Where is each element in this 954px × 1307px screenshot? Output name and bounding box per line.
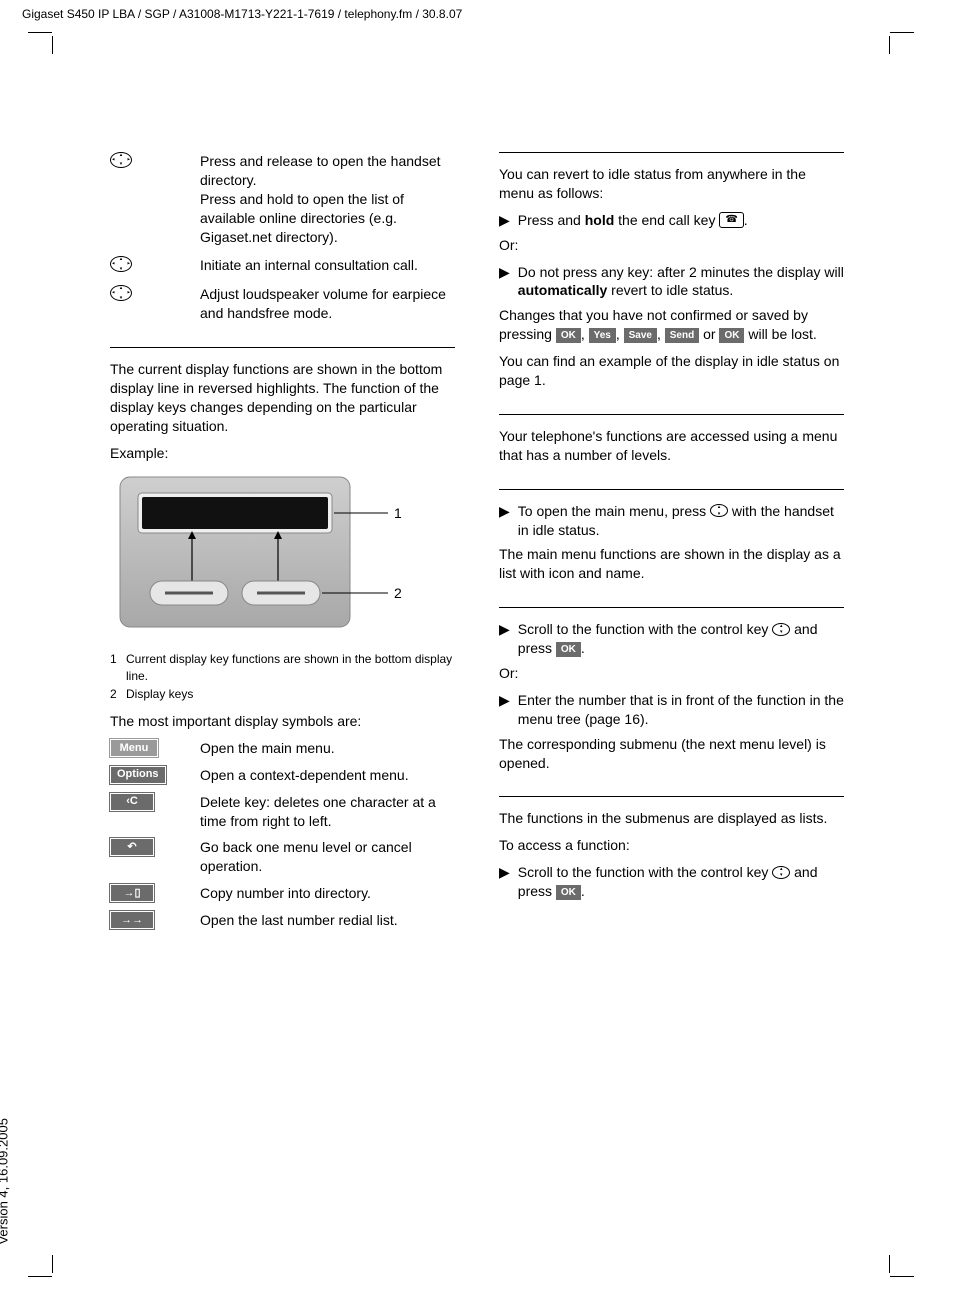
control-key-desc: Initiate an internal consultation call. [200,256,418,275]
ok-key-icon: OK [556,328,581,343]
bullet-item: ▶ Enter the number that is in front of t… [499,691,844,729]
diagram-caption-2: 2 Display keys [110,686,455,702]
bullet-icon: ▶ [499,263,510,301]
section-rule [110,347,455,348]
symbol-row: Menu Open the main menu. [110,739,455,758]
section-rule [499,152,844,153]
send-key-icon: Send [665,328,699,343]
control-key-icon: ▴▾ [772,866,790,879]
menu-key-icon: Menu [110,739,158,757]
crop-mark [890,32,914,33]
crop-mark [890,1276,914,1277]
bullet-icon: ▶ [499,211,510,230]
control-key-row: ▴▾◂▸ Press and release to open the hands… [110,152,455,246]
delete-key-icon: ‹C [110,793,154,811]
control-key-icon: ▴▾ [710,504,728,517]
bullet-text: Press and hold the end call key ☎. [518,211,748,230]
menu-access-intro: Your telephone's functions are accessed … [499,427,844,465]
bullet-item: ▶ Scroll to the function with the contro… [499,620,844,658]
end-call-key-icon: ☎ [719,212,743,228]
find-example-text: You can find an example of the display i… [499,352,844,390]
display-keys-intro: The current display functions are shown … [110,360,455,436]
symbol-desc: Delete key: deletes one character at a t… [200,793,455,831]
svg-text:1: 1 [394,505,402,521]
yes-key-icon: Yes [589,328,616,343]
svg-text:2: 2 [394,585,402,601]
diagram-caption-1: 1 Current display key functions are show… [110,651,455,683]
bullet-item: ▶ Do not press any key: after 2 minutes … [499,263,844,301]
crop-mark [28,32,52,33]
right-column: You can revert to idle status from anywh… [499,152,844,1207]
control-key-icon: ▴▾◂▸ [110,285,200,301]
section-rule [499,607,844,608]
submenu-opened-text: The corresponding submenu (the next menu… [499,735,844,773]
submenus-access-label: To access a function: [499,836,844,855]
section-rule [499,796,844,797]
symbol-desc: Open the main menu. [200,739,335,758]
changes-lost-text: Changes that you have not confirmed or s… [499,306,844,344]
bullet-icon: ▶ [499,863,510,901]
crop-mark [889,1255,890,1273]
bullet-text: To open the main menu, press ▴▾ with the… [518,502,844,540]
bullet-text: Scroll to the function with the control … [518,620,844,658]
ok-key-icon: OK [556,642,581,657]
crop-mark [28,1276,52,1277]
symbol-row: ‹C Delete key: deletes one character at … [110,793,455,831]
example-label: Example: [110,444,455,463]
bullet-item: ▶ To open the main menu, press ▴▾ with t… [499,502,844,540]
symbol-desc: Open the last number redial list. [200,911,398,930]
control-key-desc: Press and release to open the handset di… [200,152,455,246]
or-label: Or: [499,664,844,683]
bullet-text: Enter the number that is in front of the… [518,691,844,729]
control-key-icon: ▴▾◂▸ [110,256,200,272]
bullet-text: Do not press any key: after 2 minutes th… [518,263,844,301]
page-content: ▴▾◂▸ Press and release to open the hands… [110,152,844,1207]
page-header-breadcrumb: Gigaset S450 IP LBA / SGP / A31008-M1713… [22,6,462,22]
control-key-desc: Adjust loudspeaker volume for earpiece a… [200,285,455,323]
diagram-caption-list: 1 Current display key functions are show… [110,651,455,702]
symbol-row: →→ Open the last number redial list. [110,911,455,930]
symbol-row: ↶ Go back one menu level or cancel opera… [110,838,455,876]
left-column: ▴▾◂▸ Press and release to open the hands… [110,152,455,1207]
copy-to-directory-icon: →▯ [110,884,154,902]
bullet-item: ▶ Scroll to the function with the contro… [499,863,844,901]
main-menu-list-text: The main menu functions are shown in the… [499,545,844,583]
symbols-intro: The most important display symbols are: [110,712,455,731]
control-key-row: ▴▾◂▸ Adjust loudspeaker volume for earpi… [110,285,455,323]
bullet-icon: ▶ [499,502,510,540]
bullet-text: Scroll to the function with the control … [518,863,844,901]
symbol-desc: Copy number into directory. [200,884,371,903]
or-label: Or: [499,236,844,255]
section-rule [499,414,844,415]
crop-mark [52,36,53,54]
revert-intro: You can revert to idle status from anywh… [499,165,844,203]
version-stamp: Version 4, 16.09.2005 [0,1119,12,1246]
back-key-icon: ↶ [110,838,154,856]
ok-key-icon: OK [719,328,744,343]
ok-key-icon: OK [556,885,581,900]
bullet-icon: ▶ [499,620,510,658]
crop-mark [52,1255,53,1273]
symbol-desc: Open a context-dependent menu. [200,766,409,785]
display-keys-diagram: 1 2 [110,473,455,638]
control-key-row: ▴▾◂▸ Initiate an internal consultation c… [110,256,455,275]
symbol-desc: Go back one menu level or cancel operati… [200,838,455,876]
crop-mark [889,36,890,54]
bullet-item: ▶ Press and hold the end call key ☎. [499,211,844,230]
symbol-row: Options Open a context-dependent menu. [110,766,455,785]
submenus-intro: The functions in the submenus are displa… [499,809,844,828]
bullet-icon: ▶ [499,691,510,729]
symbol-row: →▯ Copy number into directory. [110,884,455,903]
options-key-icon: Options [110,766,166,784]
control-key-icon: ▴▾◂▸ [110,152,200,168]
control-key-icon: ▴▾ [772,623,790,636]
save-key-icon: Save [624,328,657,343]
redial-list-icon: →→ [110,911,154,929]
section-rule [499,489,844,490]
